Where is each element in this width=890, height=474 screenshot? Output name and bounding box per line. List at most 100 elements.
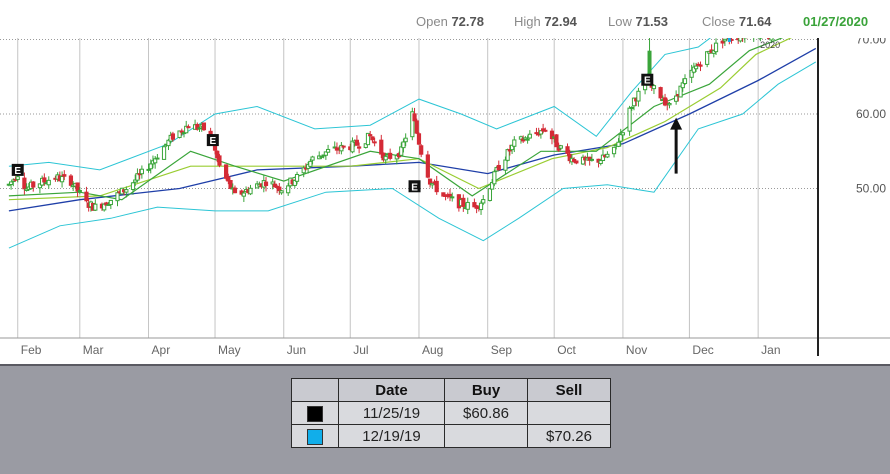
candle-body <box>76 183 79 191</box>
sell-price: $70.26 <box>528 425 611 448</box>
price-header: Open 72.78 High 72.94 Low 71.53 Close 71… <box>0 0 890 39</box>
candle-body <box>326 149 329 152</box>
candle-body <box>479 203 482 209</box>
buy-price <box>445 425 528 448</box>
candle-body <box>389 153 392 158</box>
candle-body <box>590 159 593 160</box>
candle-body <box>699 65 702 66</box>
candle-body <box>218 156 221 165</box>
candle-body <box>513 140 516 146</box>
candle-body <box>78 190 81 191</box>
candle-body <box>171 134 174 139</box>
candle-body <box>380 140 383 154</box>
low-price: Low 71.53 <box>608 14 668 29</box>
x-tick-label: Jun <box>287 343 306 357</box>
candle-body <box>280 191 283 193</box>
candle-body <box>497 165 500 169</box>
candle-body <box>617 142 620 146</box>
candle-body <box>69 176 72 185</box>
candle-body <box>311 157 314 160</box>
x-tick-label: Aug <box>422 343 443 357</box>
trade-date: 12/19/19 <box>339 425 445 448</box>
x-tick-label: Feb <box>21 343 42 357</box>
candle <box>415 119 418 134</box>
candle-body <box>413 114 416 121</box>
candle-body <box>229 181 232 189</box>
candle-body <box>628 108 631 131</box>
buy-price: $60.86 <box>445 402 528 425</box>
candle-body <box>504 160 507 170</box>
candle-body <box>156 158 159 159</box>
candle-body <box>637 91 640 101</box>
candle-body <box>451 197 454 198</box>
candle-body <box>559 146 562 148</box>
year-label: 2020 <box>760 40 780 50</box>
candle-body <box>309 161 312 166</box>
x-tick-label: Sep <box>491 343 513 357</box>
candle-body <box>431 183 434 184</box>
header-buy: Buy <box>445 379 528 402</box>
candle-body <box>694 66 697 69</box>
y-tick-label: 70.00 <box>856 38 886 47</box>
chart-background <box>0 38 890 364</box>
candle-body <box>417 134 420 144</box>
candle <box>202 122 205 130</box>
candle-body <box>402 142 405 148</box>
x-tick-label: Oct <box>557 343 576 357</box>
y-tick-label: 50.00 <box>856 182 886 196</box>
candle-body <box>566 147 569 154</box>
candle-body <box>63 175 66 177</box>
candle-body <box>187 127 190 128</box>
candle-body <box>149 164 152 169</box>
candle-body <box>116 193 119 201</box>
candle-body <box>683 79 686 84</box>
candle-body <box>140 169 143 173</box>
candle-body <box>264 182 267 185</box>
candle <box>488 188 491 202</box>
x-tick-label: Dec <box>692 343 713 357</box>
candle-body <box>180 131 183 132</box>
candle-body <box>621 133 624 135</box>
candle-body <box>271 182 274 184</box>
buy-swatch-cell <box>292 402 339 425</box>
candle-body <box>652 86 655 89</box>
candle-body <box>404 138 407 142</box>
candle <box>218 154 221 167</box>
candle-body <box>420 146 423 154</box>
candle-body <box>462 198 465 206</box>
candle-body <box>16 177 19 180</box>
x-tick-label: Jul <box>353 343 368 357</box>
trades-panel: Date Buy Sell 11/25/19 $60.86 12/19/19 $… <box>0 364 890 474</box>
candle <box>411 108 414 141</box>
candle-body <box>355 140 358 145</box>
candle-body <box>60 177 63 182</box>
candle-body <box>287 186 290 193</box>
candle-body <box>320 156 323 157</box>
candle-body <box>493 172 496 184</box>
table-row: 11/25/19 $60.86 <box>292 402 611 425</box>
x-tick-label: May <box>218 343 241 357</box>
candle-body <box>9 182 12 185</box>
header-sell: Sell <box>528 379 611 402</box>
candle <box>555 134 558 147</box>
candle-body <box>109 200 112 204</box>
quote-date: 01/27/2020 <box>803 14 868 29</box>
candle-body <box>619 135 622 142</box>
high-price: High 72.94 <box>514 14 577 29</box>
candle-body <box>544 130 547 131</box>
candle-body <box>23 178 26 189</box>
sell-swatch-cell <box>292 425 339 448</box>
candle-body <box>668 103 671 104</box>
candle-body <box>225 165 228 178</box>
open-price: Open 72.78 <box>416 14 484 29</box>
candle-body <box>528 134 531 138</box>
candle-body <box>125 190 128 193</box>
candle-body <box>373 142 376 143</box>
blue-swatch-icon <box>307 429 323 445</box>
candle-body <box>233 188 236 193</box>
candle-body <box>369 135 372 136</box>
candle-body <box>147 169 150 170</box>
candle-body <box>342 146 345 147</box>
candle-body <box>202 123 205 130</box>
